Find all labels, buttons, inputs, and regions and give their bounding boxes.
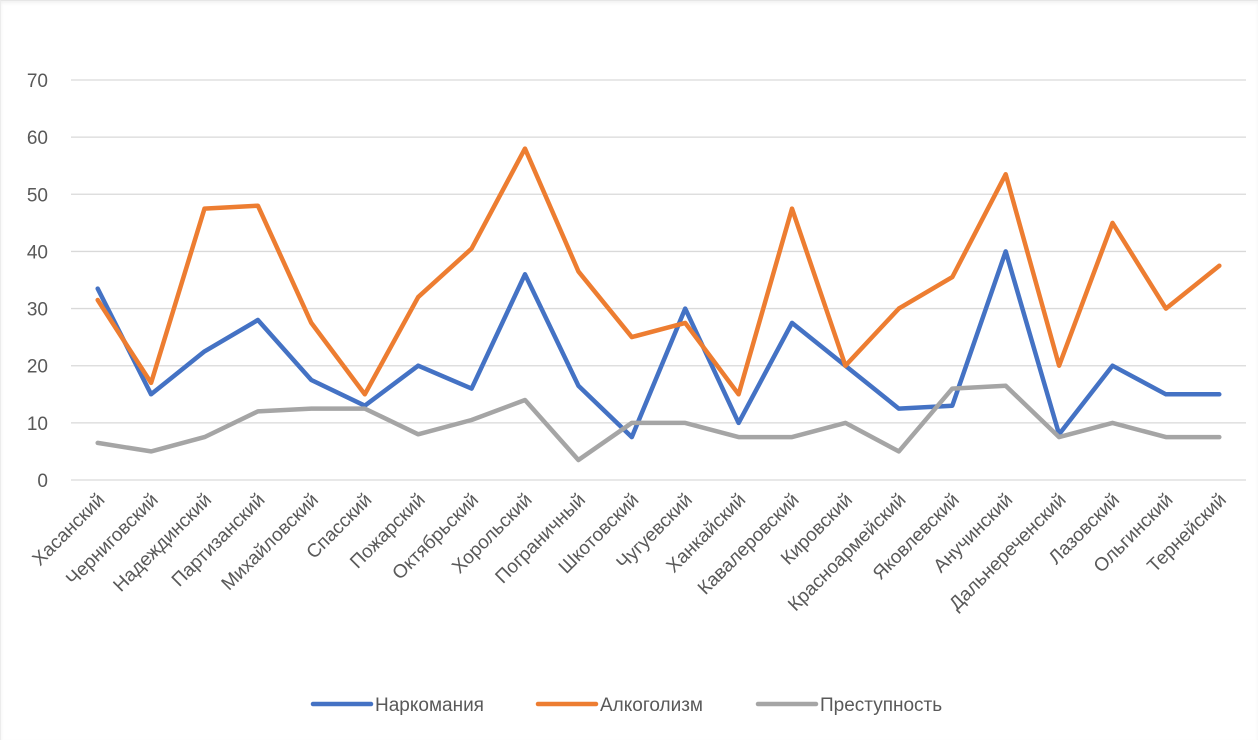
x-tick-label: Михайловский: [218, 490, 323, 595]
series-line-2: [95, 146, 1222, 397]
y-tick-label-0: 0: [37, 471, 48, 492]
y-tick-label-70: 70: [27, 71, 48, 92]
gridlines: [71, 79, 1246, 481]
x-axis-tick-labels: ХасанскийЧерниговскийНадеждинскийПартиза…: [29, 490, 1231, 616]
y-tick-label-30: 30: [27, 300, 48, 321]
y-tick-label-40: 40: [27, 242, 48, 263]
y-tick-label-10: 10: [27, 414, 48, 435]
y-tick-label-20: 20: [27, 357, 48, 378]
y-axis-tick-labels: 0 10 20 30 40 50 60 70: [27, 71, 48, 492]
x-tick-label: Черниговский: [62, 490, 162, 590]
legend-label: Алкоголизм: [600, 695, 703, 716]
legend-label: Наркомания: [375, 695, 484, 716]
y-tick-label-60: 60: [27, 128, 48, 149]
x-tick-label: Партизанский: [168, 490, 269, 591]
legend-label: Преступность: [820, 695, 942, 716]
series-line-3: [95, 383, 1222, 463]
series-line-1: [95, 249, 1222, 440]
y-tick-label-50: 50: [27, 185, 48, 206]
legend: Наркомания Алкоголизм Преступность: [310, 695, 942, 716]
data-series: [95, 146, 1222, 463]
